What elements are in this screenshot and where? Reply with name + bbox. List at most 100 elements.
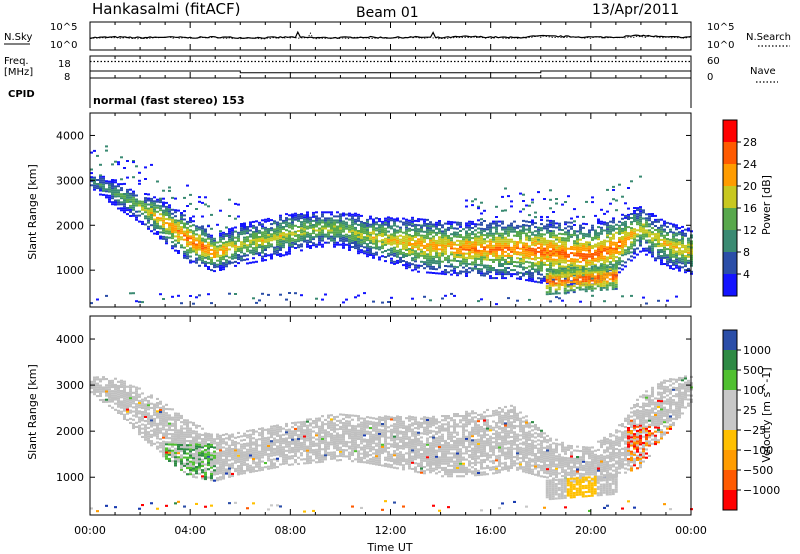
- power-cell: [540, 279, 543, 282]
- power-cell: [645, 233, 648, 236]
- velocity-cell: [135, 411, 138, 414]
- power-cell: [300, 235, 303, 238]
- velocity-cell: [141, 402, 144, 405]
- power-cell: [594, 214, 597, 217]
- power-cell: [507, 232, 510, 235]
- velocity-cell: [279, 444, 282, 447]
- power-cell: [651, 215, 654, 217]
- power-cell: [351, 215, 354, 218]
- velocity-cell: [168, 418, 171, 421]
- velocity-cell: [261, 468, 264, 471]
- power-cell: [183, 246, 186, 249]
- power-cell: [438, 258, 441, 261]
- power-cell: [252, 247, 255, 250]
- power-cell: [660, 228, 663, 231]
- velocity-cell: [165, 418, 168, 421]
- power-cell: [618, 220, 621, 223]
- power-cell: [450, 245, 453, 248]
- power-cell: [633, 230, 636, 233]
- power-cell: [522, 256, 525, 259]
- velocity-cell: [195, 445, 198, 448]
- power-cell: [519, 229, 522, 232]
- power-cell: [225, 245, 228, 248]
- power-cell: [489, 234, 492, 237]
- power-cell: [459, 250, 462, 253]
- power-cell: [666, 254, 669, 257]
- velocity-cell: [135, 415, 138, 418]
- power-cell: [186, 249, 189, 252]
- velocity-cell: [147, 435, 150, 438]
- power-cell: [486, 234, 489, 237]
- velocity-cell: [174, 454, 177, 457]
- power-cell: [480, 229, 483, 232]
- power-cell: [240, 243, 243, 246]
- power-cell: [426, 233, 429, 236]
- power-cell: [684, 248, 687, 251]
- power-cell: [258, 299, 261, 302]
- power-cell: [633, 252, 636, 255]
- power-cell: [135, 218, 138, 221]
- power-cell: [237, 258, 240, 261]
- power-cell: [411, 237, 414, 239]
- velocity-cell: [192, 457, 195, 460]
- power-cell: [213, 237, 216, 240]
- power-cell: [201, 229, 204, 232]
- power-cell: [663, 244, 666, 247]
- velocity-cell: [300, 452, 303, 455]
- power-cell: [585, 223, 588, 226]
- power-cell: [582, 249, 585, 252]
- power-cell: [195, 253, 198, 256]
- power-cell: [276, 229, 279, 232]
- power-cell: [426, 218, 429, 221]
- power-cell: [333, 241, 336, 244]
- power-cell: [207, 268, 210, 270]
- velocity-cell: [270, 444, 273, 447]
- power-cell: [486, 232, 489, 235]
- power-cell: [471, 247, 474, 250]
- power-cell: [387, 234, 390, 237]
- velocity-cell: [219, 465, 222, 468]
- velocity-cell: [123, 417, 126, 420]
- power-cell: [557, 274, 561, 277]
- power-cell: [132, 292, 135, 295]
- velocity-cell: [189, 444, 192, 447]
- velocity-cell: [198, 472, 201, 475]
- power-cell: [447, 228, 450, 231]
- power-cell: [543, 225, 546, 228]
- velocity-cell: [210, 443, 213, 446]
- power-cell: [345, 221, 348, 224]
- power-cell: [327, 235, 330, 238]
- noise-right-tick-bottom: 10^0: [707, 40, 734, 51]
- velocity-cell: [120, 383, 123, 386]
- power-cell: [627, 213, 630, 216]
- power-cell: [465, 258, 468, 261]
- velocity-cell: [165, 443, 168, 446]
- power-cell: [591, 261, 594, 264]
- power-cell: [276, 221, 279, 224]
- power-cell: [663, 236, 666, 239]
- power-cell: [498, 265, 501, 267]
- power-cell: [588, 249, 591, 252]
- velocity-cell: [138, 387, 141, 390]
- power-cell: [584, 274, 588, 276]
- power-cell: [504, 254, 507, 257]
- power-cell: [480, 254, 483, 257]
- power-cell: [453, 231, 456, 234]
- power-cell: [477, 231, 480, 234]
- power-cell: [492, 238, 495, 241]
- power-cell: [393, 240, 396, 243]
- power-cell: [630, 180, 633, 183]
- power-cell: [531, 266, 534, 268]
- colorbar-tick-label: 24: [743, 158, 757, 171]
- power-cell: [315, 211, 318, 214]
- power-cell: [576, 248, 579, 251]
- power-cell: [186, 241, 189, 244]
- power-cell: [639, 244, 642, 247]
- power-cell: [614, 277, 618, 280]
- power-cell: [234, 236, 237, 239]
- power-cell: [171, 220, 174, 223]
- velocity-cell: [165, 432, 168, 435]
- velocity-cell: [138, 399, 141, 402]
- power-cell: [144, 217, 147, 220]
- power-cell: [549, 223, 552, 226]
